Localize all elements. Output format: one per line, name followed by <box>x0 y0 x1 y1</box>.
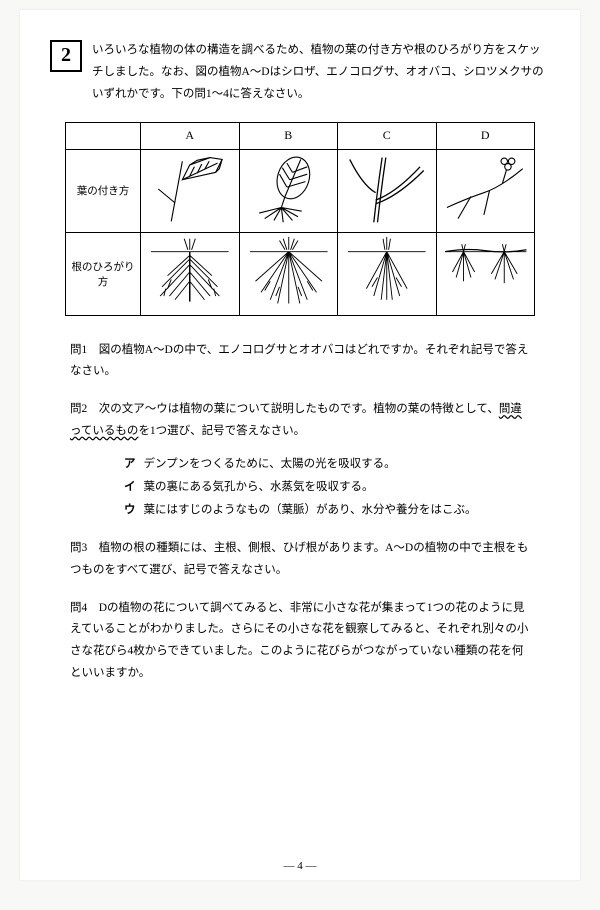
root-c-icon <box>340 235 434 309</box>
leaf-a-icon <box>143 152 237 226</box>
root-a-icon <box>143 235 237 309</box>
row-label-root: 根のひろがり方 <box>66 232 141 315</box>
root-sketch-a <box>141 232 240 315</box>
page-number: — 4 — <box>20 860 580 872</box>
root-sketch-c <box>338 232 437 315</box>
root-sketch-d <box>436 232 535 315</box>
question-2: 問2 次の文ア〜ウは植物の葉について説明したものです。植物の葉の特徴として、間違… <box>70 399 530 522</box>
leaf-c-icon <box>340 152 434 226</box>
leaf-d-icon <box>439 152 533 226</box>
q2-lead: 次の文ア〜ウは植物の葉について説明したものです。植物の葉の特徴として、 <box>99 403 499 415</box>
q4-label: 問4 <box>70 602 87 614</box>
root-d-icon <box>439 235 533 309</box>
table-corner <box>66 122 141 149</box>
leaf-sketch-b <box>239 149 338 232</box>
intro-block: 2 いろいろな植物の体の構造を調べるため、植物の葉の付き方や根のひろがり方をスケ… <box>50 40 550 106</box>
row-label-leaf: 葉の付き方 <box>66 149 141 232</box>
question-4: 問4 Dの植物の花について調べてみると、非常に小さな花が集まって1つの花のように… <box>70 598 530 685</box>
leaf-sketch-d <box>436 149 535 232</box>
q2-label: 問2 <box>70 403 87 415</box>
q2-tail: を1つ選び、記号で答えなさい。 <box>138 425 305 437</box>
question-1: 問1 図の植物A〜Dの中で、エノコログサとオオバコはどれですか。それぞれ記号で答… <box>70 340 530 384</box>
q1-text: 図の植物A〜Dの中で、エノコログサとオオバコはどれですか。それぞれ記号で答えなさ… <box>70 344 528 378</box>
question-number-box: 2 <box>50 40 82 72</box>
q2-option-a: アデンプンをつくるために、太陽の光を吸収する。 <box>124 453 530 476</box>
root-b-icon <box>242 235 336 309</box>
plant-table: A B C D 葉の付き方 <box>65 122 535 316</box>
exam-page: 2 いろいろな植物の体の構造を調べるため、植物の葉の付き方や根のひろがり方をスケ… <box>20 10 580 880</box>
q2-option-i: イ葉の裏にある気孔から、水蒸気を吸収する。 <box>124 476 530 499</box>
q2-options: アデンプンをつくるために、太陽の光を吸収する。 イ葉の裏にある気孔から、水蒸気を… <box>124 453 530 522</box>
col-header-a: A <box>141 122 240 149</box>
leaf-sketch-c <box>338 149 437 232</box>
q2-option-u: ウ葉にはすじのようなもの（葉脈）があり、水分や養分をはこぶ。 <box>124 499 530 522</box>
col-header-d: D <box>436 122 535 149</box>
col-header-b: B <box>239 122 338 149</box>
col-header-c: C <box>338 122 437 149</box>
question-3: 問3 植物の根の種類には、主根、側根、ひげ根があります。A〜Dの植物の中で主根を… <box>70 538 530 582</box>
q3-text: 植物の根の種類には、主根、側根、ひげ根があります。A〜Dの植物の中で主根をもつも… <box>70 542 528 576</box>
q1-label: 問1 <box>70 344 87 356</box>
leaf-b-icon <box>242 152 336 226</box>
q3-label: 問3 <box>70 542 87 554</box>
q4-text: Dの植物の花について調べてみると、非常に小さな花が集まって1つの花のように見えて… <box>70 602 528 680</box>
root-sketch-b <box>239 232 338 315</box>
intro-text: いろいろな植物の体の構造を調べるため、植物の葉の付き方や根のひろがり方をスケッチ… <box>92 40 550 106</box>
leaf-sketch-a <box>141 149 240 232</box>
